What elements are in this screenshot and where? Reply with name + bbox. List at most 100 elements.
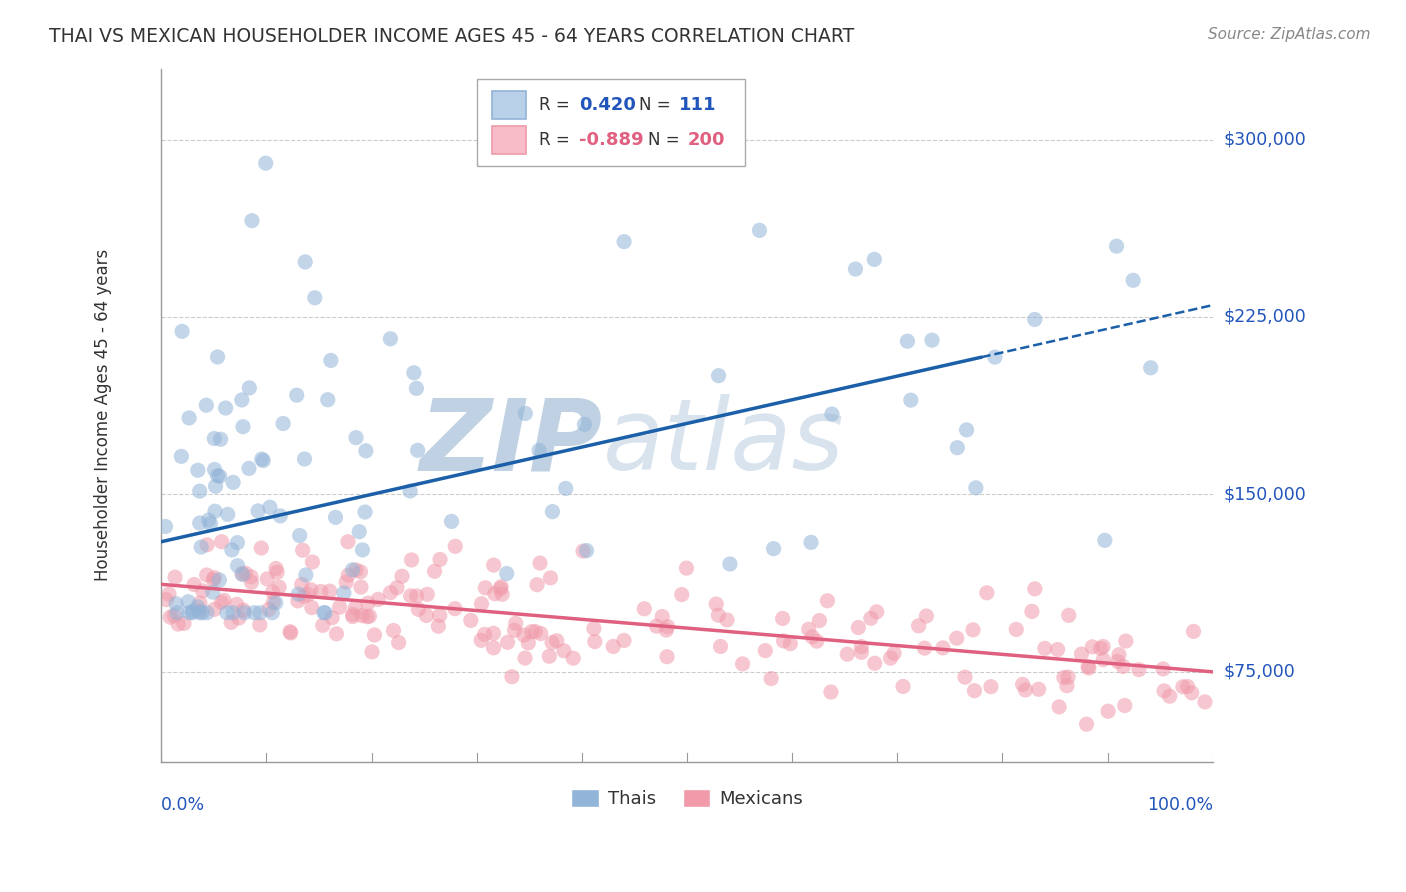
Point	[204, 504, 226, 518]
Point	[170, 324, 193, 338]
Point	[344, 600, 367, 615]
Point	[257, 602, 280, 616]
Point	[250, 452, 273, 467]
Point	[963, 683, 986, 698]
Point	[202, 432, 225, 446]
Point	[204, 462, 226, 476]
Point	[235, 566, 257, 581]
Point	[408, 602, 430, 616]
Point	[1077, 659, 1099, 673]
Point	[325, 510, 347, 524]
Point	[863, 657, 886, 671]
Point	[208, 573, 231, 587]
Point	[1112, 659, 1135, 673]
Point	[252, 453, 274, 467]
Point	[243, 606, 266, 620]
Point	[574, 417, 596, 432]
Point	[405, 381, 427, 395]
Point	[704, 597, 727, 611]
Point	[271, 417, 294, 431]
Point	[231, 566, 253, 581]
Point	[167, 617, 190, 632]
Point	[1108, 648, 1130, 662]
Point	[232, 419, 254, 434]
Point	[474, 581, 496, 595]
Point	[1076, 717, 1098, 731]
Point	[820, 685, 842, 699]
Point	[280, 626, 302, 640]
Point	[240, 575, 263, 590]
Point	[1092, 640, 1115, 654]
Point	[1139, 360, 1161, 375]
Point	[915, 609, 938, 624]
Point	[496, 635, 519, 649]
Point	[460, 613, 482, 627]
Point	[524, 624, 547, 639]
Point	[159, 610, 181, 624]
Point	[319, 353, 342, 368]
Point	[264, 561, 287, 575]
Text: -0.889: -0.889	[579, 131, 644, 149]
Point	[953, 670, 976, 684]
Point	[170, 450, 193, 464]
Point	[388, 635, 411, 649]
Point	[155, 592, 177, 607]
Point	[1128, 663, 1150, 677]
Point	[187, 604, 209, 618]
Point	[301, 555, 323, 569]
Point	[1024, 582, 1046, 596]
Point	[405, 589, 427, 603]
Point	[238, 461, 260, 475]
Point	[489, 582, 512, 596]
Point	[215, 606, 238, 620]
Point	[240, 213, 263, 227]
Point	[474, 627, 496, 641]
Point	[1081, 640, 1104, 654]
Point	[651, 609, 673, 624]
Point	[207, 350, 229, 364]
Point	[401, 553, 423, 567]
Point	[238, 381, 260, 395]
Point	[800, 535, 823, 549]
Point	[1159, 689, 1181, 703]
Text: Householder Income Ages 45 - 64 years: Householder Income Ages 45 - 64 years	[94, 249, 112, 582]
Point	[575, 543, 598, 558]
Point	[716, 613, 738, 627]
Point	[517, 636, 540, 650]
Point	[321, 610, 343, 624]
Point	[195, 398, 218, 412]
Point	[513, 628, 536, 642]
Point	[962, 623, 984, 637]
Point	[851, 645, 873, 659]
Point	[187, 599, 209, 614]
Point	[1115, 634, 1137, 648]
Point	[188, 516, 211, 530]
Point	[731, 657, 754, 671]
Point	[980, 680, 1002, 694]
Point	[955, 423, 977, 437]
Point	[837, 647, 859, 661]
Point	[228, 611, 250, 625]
Point	[748, 223, 770, 237]
Point	[1046, 642, 1069, 657]
Point	[1097, 704, 1119, 718]
Point	[209, 595, 232, 609]
Point	[562, 651, 585, 665]
Point	[1047, 699, 1070, 714]
Text: $150,000: $150,000	[1223, 485, 1306, 503]
Point	[554, 482, 576, 496]
Point	[582, 622, 605, 636]
Point	[402, 366, 425, 380]
Text: 111: 111	[679, 95, 716, 113]
Point	[1056, 679, 1078, 693]
Point	[896, 334, 918, 349]
Point	[429, 608, 451, 623]
Point	[520, 624, 543, 639]
Point	[1105, 239, 1128, 253]
Point	[1092, 653, 1115, 667]
Point	[503, 624, 526, 638]
Point	[278, 624, 301, 639]
Point	[440, 515, 463, 529]
Point	[350, 580, 373, 594]
Text: 0.0%: 0.0%	[162, 797, 205, 814]
